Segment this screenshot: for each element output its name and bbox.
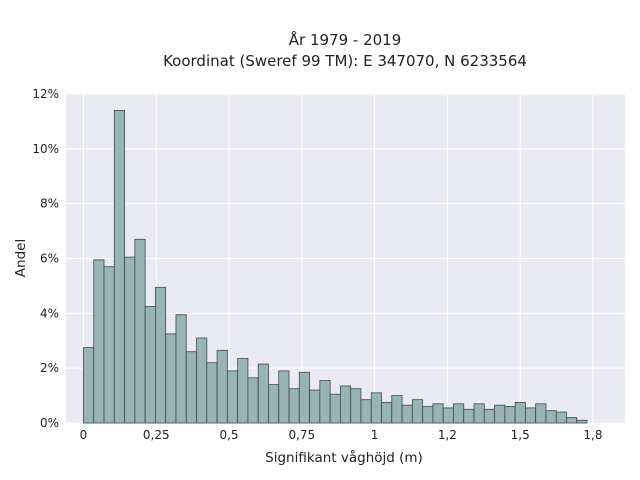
chart-title-line-2: Koordinat (Sweref 99 TM): E 347070, N 62… [163, 52, 527, 70]
x-tick-label: 1,5 [511, 428, 530, 442]
x-tick-label: 0 [80, 428, 88, 442]
histogram-bar [350, 388, 362, 424]
y-axis-ticks: 0% 2% 4% 6% 8% 10% 12% [32, 87, 59, 430]
histogram-bar [381, 402, 393, 424]
histogram-bar [268, 384, 280, 424]
x-axis-label: Signifikant våghöjd (m) [265, 449, 423, 466]
histogram-bar [494, 404, 506, 424]
histogram-bar [524, 407, 537, 424]
histogram-bar [113, 110, 125, 424]
y-tick-label: 2% [40, 361, 59, 375]
x-tick-label: 1 [371, 428, 379, 442]
y-tick-label: 0% [40, 416, 59, 430]
histogram-bar [237, 358, 249, 424]
histogram-bar [514, 402, 526, 424]
histogram-bar [483, 408, 495, 424]
histogram-bar [411, 399, 424, 424]
histogram-bar [566, 417, 578, 424]
x-axis-ticks: 0 0,25 0,5 0,75 1 1,2 1,5 1,8 [80, 428, 603, 442]
histogram-bar [124, 256, 136, 424]
histogram-bar [144, 306, 156, 424]
x-tick-label: 0,75 [288, 428, 315, 442]
y-axis-label: Andel [13, 239, 29, 277]
histogram-bar [555, 411, 567, 424]
histogram-bar [278, 370, 290, 424]
histogram-bar [360, 399, 372, 424]
histogram-bar [391, 395, 403, 424]
histogram-bar [463, 408, 475, 424]
histogram-bar [175, 314, 187, 424]
histogram-bar [155, 286, 167, 424]
histogram-bar [226, 370, 239, 424]
bars [83, 110, 588, 424]
histogram-bar [216, 349, 228, 424]
histogram-bar [257, 363, 269, 424]
histogram-bar [196, 337, 208, 424]
histogram-bar [401, 404, 413, 424]
histogram-bar [165, 333, 177, 424]
histogram-bar [185, 351, 197, 424]
histogram-bar [247, 377, 259, 424]
histogram-bar [473, 403, 485, 424]
histogram-bar [370, 392, 382, 424]
histogram-bar [309, 389, 321, 424]
histogram-bar [504, 406, 516, 424]
histogram-bar [576, 419, 588, 424]
histogram-bar [329, 393, 341, 424]
histogram-bar [535, 403, 547, 424]
histogram-bar [319, 380, 331, 424]
histogram-bar [340, 385, 352, 424]
x-tick-label: 1,8 [583, 428, 602, 442]
chart-title-line-1: År 1979 - 2019 [289, 30, 402, 49]
x-tick-label: 0,5 [219, 428, 238, 442]
histogram-bar [83, 347, 95, 424]
x-tick-label: 0,25 [143, 428, 170, 442]
histogram-bar [206, 362, 218, 424]
histogram-bar [545, 410, 557, 424]
histogram-bar [432, 403, 444, 424]
histogram-bar [103, 266, 115, 424]
histogram-bar [93, 259, 105, 424]
y-tick-label: 10% [32, 142, 59, 156]
y-tick-label: 6% [40, 252, 59, 266]
histogram-bar [442, 407, 454, 424]
histogram-bar [298, 371, 310, 424]
histogram-bar [134, 238, 146, 424]
x-tick-label: 1,2 [438, 428, 457, 442]
histogram-bar [422, 406, 434, 424]
y-tick-label: 12% [32, 87, 59, 101]
histogram-bar [453, 403, 465, 424]
y-tick-label: 8% [40, 197, 59, 211]
histogram-bar [288, 388, 300, 424]
y-tick-label: 4% [40, 306, 59, 320]
